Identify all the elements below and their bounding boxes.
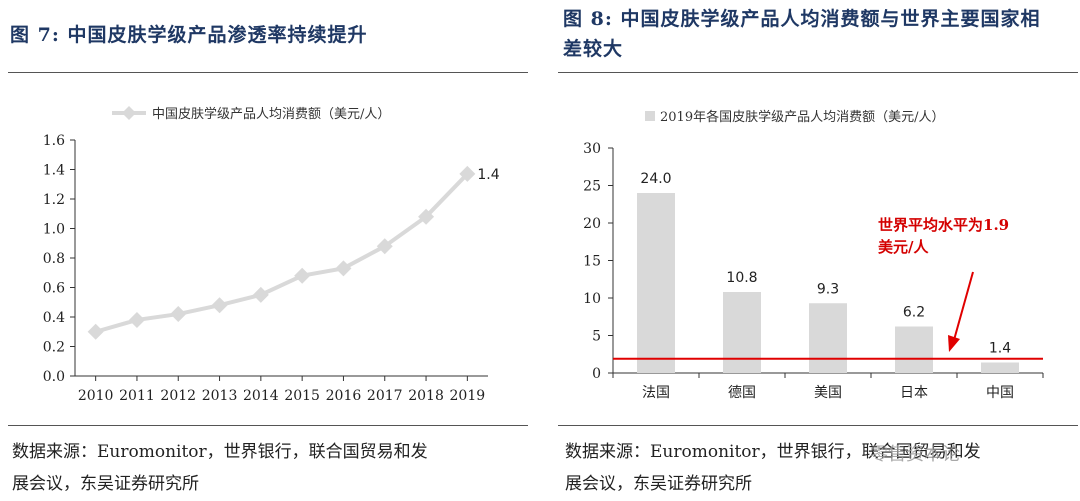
legend-marker-swatch [122,106,136,120]
x-tick-label: 日本 [900,385,928,401]
bar-chart: 2019年各国皮肤学级产品人均消费额（美元/人） 0 5 10 15 20 25 30 24.0… [583,109,1044,401]
right-source-line2: 展会议，东吴证券研究所 [565,474,752,494]
x-tick-label: 2014 [243,388,279,404]
bar [723,292,761,373]
legend-bar-swatch [645,111,655,121]
y-tick-label: 30 [583,141,601,157]
left-source-note: 数据来源：Euromonitor，世界银行，联合国贸易和发 展会议，东吴证券研究… [12,436,522,500]
y-tick-label: 0.0 [43,369,65,385]
y-tick-label: 1.0 [43,222,65,238]
x-tick-label: 2012 [160,388,196,404]
data-point [418,208,435,225]
right-title-line1: 图 8: 中国皮肤学级产品人均消费额与世界主要国家相 [563,8,1041,30]
x-tick-label: 2013 [202,388,238,404]
bar-value-label: 24.0 [640,171,671,187]
x-tick-label: 2015 [284,388,320,404]
bar-value-label: 10.8 [726,270,757,286]
y-tick-label: 0.4 [43,310,65,326]
data-point [87,323,104,340]
data-point [335,260,352,277]
y-tick-label: 5 [592,329,601,345]
x-tick-label: 2018 [408,388,444,404]
bar-value-label: 6.2 [903,305,925,321]
y-tick-label: 0.6 [43,281,65,297]
right-title-line2: 差较大 [563,38,624,60]
right-figure-panel: 图 8: 中国皮肤学级产品人均消费额与世界主要国家相 差较大 2019年各国皮肤… [553,0,1080,501]
legend-label: 2019年各国皮肤学级产品人均消费额（美元/人） [660,109,944,125]
y-tick-label: 1.4 [43,163,65,179]
x-tick-label: 2010 [78,388,114,404]
y-tick-label: 0 [592,366,601,382]
bar-value-label: 9.3 [817,281,839,297]
y-tick-label: 0.2 [43,340,65,356]
data-point [128,311,145,328]
right-source-line1: 数据来源：Euromonitor，世界银行，联合国贸易和发 [565,442,981,462]
right-figure-title: 图 8: 中国皮肤学级产品人均消费额与世界主要国家相 差较大 [563,4,1063,64]
left-source-line1: 数据来源：Euromonitor，世界银行，联合国贸易和发 [12,442,428,462]
y-tick-label: 20 [583,216,601,232]
annotation-arrow-shaft [953,271,974,341]
annotation-line1: 世界平均水平为1.9 [878,216,1009,234]
left-figure-title: 图 7: 中国皮肤学级产品渗透率持续提升 [10,24,368,46]
x-tick-label: 2017 [367,388,403,404]
watermark-text: 零售资本论 [870,444,960,465]
x-tick-label: 德国 [728,385,756,401]
x-tick-label: 中国 [986,385,1014,401]
y-tick-label: 15 [583,254,601,270]
data-label-last: 1.4 [477,167,499,183]
y-tick-label: 10 [583,291,601,307]
bar [981,362,1019,373]
y-tick-label: 1.2 [43,192,65,208]
x-tick-label: 2019 [450,388,486,404]
data-point [211,297,228,314]
x-tick-label: 法国 [642,385,670,401]
legend-label: 中国皮肤学级产品人均消费额（美元/人） [152,106,390,122]
right-source-note: 数据来源：Euromonitor，世界银行，联合国贸易和发 展会议，东吴证券研究… [565,436,1075,500]
bar [637,193,675,373]
left-bottom-rule [8,425,528,426]
data-point [252,286,269,303]
annotation-arrow-head [948,335,960,352]
line-chart: 中国皮肤学级产品人均消费额（美元/人） 0.0 0.2 0.4 0.6 0.8 1.0 1.2… [43,106,500,404]
data-point [294,267,311,284]
data-point [376,238,393,255]
annotation-line2: 美元/人 [878,238,929,256]
right-top-rule [558,72,1078,73]
y-tick-label: 25 [583,179,601,195]
series-line [95,172,469,334]
x-tick-label: 2011 [119,388,155,404]
x-tick-label: 美国 [814,385,842,401]
bar [809,303,847,373]
left-top-rule [8,72,528,73]
bar-value-label: 1.4 [989,341,1011,357]
right-bottom-rule [558,425,1078,426]
bar [895,326,933,373]
y-tick-label: 1.6 [43,133,65,149]
data-point [170,306,187,323]
left-figure-panel: 图 7: 中国皮肤学级产品渗透率持续提升 中国皮肤学级产品人均消费额（美元/人）… [0,0,530,501]
y-tick-label: 0.8 [43,251,65,267]
data-point [459,165,476,182]
left-source-line2: 展会议，东吴证券研究所 [12,474,199,494]
x-tick-label: 2016 [326,388,362,404]
